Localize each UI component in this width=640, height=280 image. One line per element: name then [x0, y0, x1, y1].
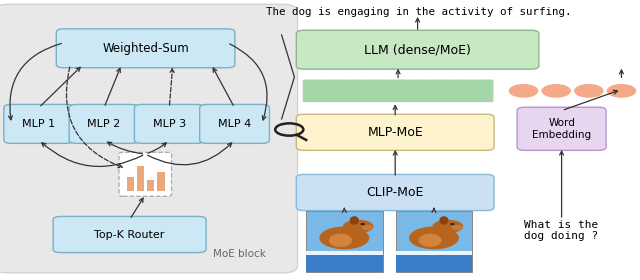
- Bar: [396, 211, 472, 272]
- FancyBboxPatch shape: [119, 152, 172, 196]
- Circle shape: [433, 220, 463, 233]
- FancyBboxPatch shape: [472, 80, 493, 102]
- Circle shape: [607, 85, 636, 97]
- FancyBboxPatch shape: [134, 104, 204, 143]
- Text: What is the
dog doing ?: What is the dog doing ?: [524, 220, 599, 241]
- Circle shape: [509, 85, 538, 97]
- Ellipse shape: [349, 216, 359, 225]
- FancyBboxPatch shape: [429, 80, 451, 102]
- Text: Weighted-Sum: Weighted-Sum: [102, 42, 189, 55]
- FancyBboxPatch shape: [345, 80, 367, 102]
- FancyBboxPatch shape: [303, 80, 324, 102]
- Bar: [137, 166, 145, 191]
- Bar: [396, 251, 472, 255]
- Ellipse shape: [451, 225, 463, 230]
- Bar: [157, 172, 164, 191]
- Text: MLP 2: MLP 2: [88, 119, 120, 129]
- Ellipse shape: [329, 234, 352, 247]
- FancyBboxPatch shape: [408, 80, 430, 102]
- FancyBboxPatch shape: [0, 4, 298, 273]
- Ellipse shape: [319, 227, 369, 249]
- Bar: [147, 180, 154, 191]
- FancyBboxPatch shape: [296, 30, 539, 69]
- FancyBboxPatch shape: [296, 174, 494, 211]
- Circle shape: [575, 85, 603, 97]
- FancyBboxPatch shape: [56, 29, 235, 68]
- Bar: [396, 252, 472, 272]
- Circle shape: [450, 223, 454, 225]
- Circle shape: [542, 85, 570, 97]
- Ellipse shape: [409, 227, 459, 249]
- Bar: [127, 177, 134, 191]
- Circle shape: [343, 220, 374, 233]
- Circle shape: [360, 223, 365, 225]
- FancyBboxPatch shape: [451, 80, 472, 102]
- Text: MLP 4: MLP 4: [218, 119, 251, 129]
- FancyBboxPatch shape: [517, 107, 606, 150]
- FancyBboxPatch shape: [366, 80, 388, 102]
- Ellipse shape: [362, 225, 373, 230]
- Bar: [306, 251, 383, 255]
- Bar: [306, 252, 383, 272]
- Text: LLM (dense/MoE): LLM (dense/MoE): [364, 43, 471, 56]
- Text: CLIP-MoE: CLIP-MoE: [367, 186, 424, 199]
- Bar: [306, 211, 383, 272]
- Text: MLP 1: MLP 1: [22, 119, 55, 129]
- Text: Word
Embedding: Word Embedding: [532, 118, 591, 140]
- Ellipse shape: [439, 216, 449, 225]
- FancyBboxPatch shape: [324, 80, 346, 102]
- Ellipse shape: [419, 234, 442, 247]
- Text: MLP-MoE: MLP-MoE: [367, 126, 423, 139]
- Text: Top-K Router: Top-K Router: [95, 230, 164, 239]
- FancyBboxPatch shape: [4, 104, 74, 143]
- Text: MLP 3: MLP 3: [153, 119, 186, 129]
- Text: MoE block: MoE block: [212, 249, 266, 259]
- Text: The dog is engaging in the activity of surfing.: The dog is engaging in the activity of s…: [266, 7, 572, 17]
- FancyBboxPatch shape: [53, 216, 206, 253]
- FancyBboxPatch shape: [69, 104, 139, 143]
- FancyBboxPatch shape: [200, 104, 269, 143]
- FancyBboxPatch shape: [296, 114, 494, 150]
- FancyBboxPatch shape: [387, 80, 409, 102]
